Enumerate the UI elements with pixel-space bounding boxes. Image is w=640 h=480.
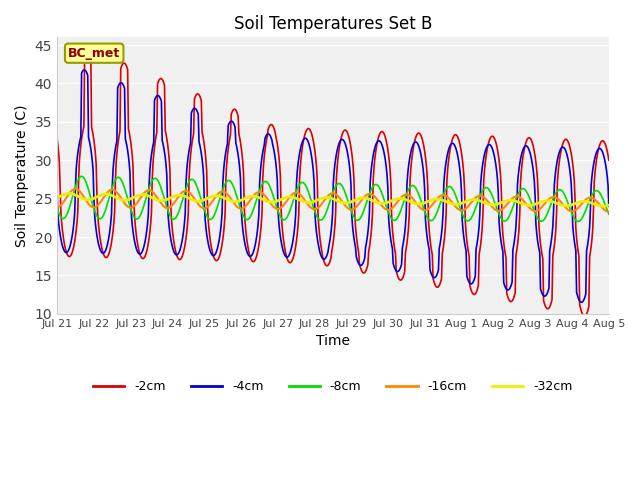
-8cm: [417, 197, 424, 203]
-8cm: [206, 216, 214, 222]
-2cm: [53, 135, 61, 141]
Legend: -2cm, -4cm, -8cm, -16cm, -32cm: -2cm, -4cm, -8cm, -16cm, -32cm: [88, 375, 578, 398]
-8cm: [605, 211, 612, 217]
-4cm: [401, 230, 408, 236]
-32cm: [53, 195, 61, 201]
-2cm: [605, 157, 612, 163]
-4cm: [121, 85, 129, 91]
Line: -32cm: -32cm: [57, 193, 609, 206]
-32cm: [417, 201, 424, 207]
Title: Soil Temperatures Set B: Soil Temperatures Set B: [234, 15, 432, 33]
-8cm: [63, 211, 71, 217]
-8cm: [401, 196, 408, 202]
-32cm: [121, 197, 129, 203]
-16cm: [53, 204, 61, 210]
-16cm: [206, 202, 214, 208]
-2cm: [206, 233, 214, 239]
Text: BC_met: BC_met: [68, 47, 120, 60]
-16cm: [63, 194, 71, 200]
-8cm: [77, 173, 85, 179]
Line: -4cm: -4cm: [57, 70, 609, 302]
-32cm: [65, 191, 73, 196]
-2cm: [177, 256, 184, 262]
Line: -2cm: -2cm: [57, 48, 609, 316]
-32cm: [401, 196, 408, 202]
-2cm: [63, 251, 71, 257]
-8cm: [177, 204, 184, 209]
-32cm: [206, 194, 214, 200]
-16cm: [121, 201, 129, 206]
-8cm: [53, 205, 61, 211]
-32cm: [63, 191, 71, 196]
-32cm: [599, 204, 607, 209]
-4cm: [177, 245, 184, 251]
-2cm: [580, 313, 588, 319]
-2cm: [401, 269, 408, 275]
-2cm: [417, 132, 424, 138]
-16cm: [72, 186, 79, 192]
-16cm: [177, 191, 184, 197]
Y-axis label: Soil Temperature (C): Soil Temperature (C): [15, 104, 29, 247]
-2cm: [121, 60, 129, 66]
-4cm: [53, 188, 61, 194]
-16cm: [417, 205, 424, 211]
-4cm: [577, 300, 585, 305]
-4cm: [80, 67, 88, 73]
-8cm: [574, 218, 582, 224]
-16cm: [605, 209, 612, 215]
-8cm: [121, 185, 129, 191]
Line: -16cm: -16cm: [57, 189, 609, 212]
-4cm: [206, 247, 214, 252]
-4cm: [417, 151, 424, 156]
X-axis label: Time: Time: [316, 334, 350, 348]
-4cm: [63, 250, 71, 255]
Line: -8cm: -8cm: [57, 176, 609, 221]
-32cm: [605, 202, 612, 208]
-4cm: [605, 204, 612, 209]
-32cm: [177, 192, 184, 198]
-2cm: [83, 45, 91, 51]
-16cm: [401, 192, 408, 198]
